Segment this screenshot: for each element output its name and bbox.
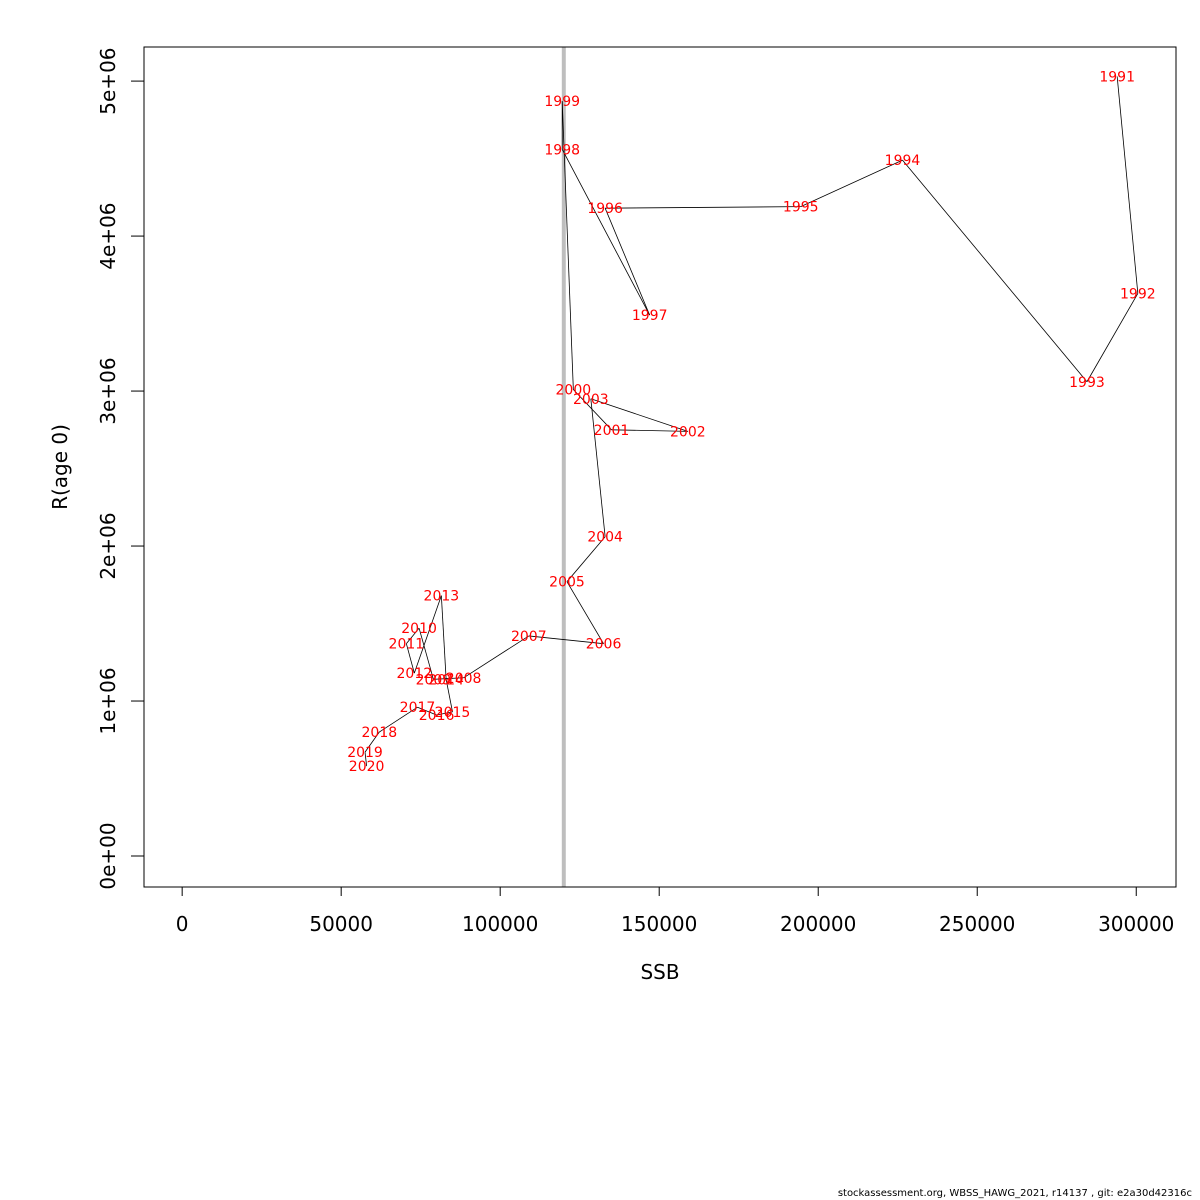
year-label-2005: 2005	[549, 575, 585, 591]
trajectory-segment	[364, 731, 380, 753]
x-tick-label: 150000	[621, 912, 697, 936]
year-label-2007: 2007	[511, 629, 547, 645]
year-label-2015: 2015	[435, 705, 471, 721]
trajectory-segment	[405, 643, 415, 674]
year-label-2003: 2003	[573, 392, 609, 408]
year-label-layer: 1991 1992 1993 1994 1995 1996 1997 1998 1999 2000…	[347, 69, 1155, 775]
y-tick-label: 3e+06	[96, 357, 120, 424]
trajectory-segment	[590, 398, 606, 537]
trajectory-segment	[573, 389, 612, 431]
year-label-1995: 1995	[783, 200, 819, 216]
y-axis: 0e+00 1e+06 2e+06 3e+06 4e+06 5e+06	[96, 47, 145, 890]
trajectory-line-layer	[364, 76, 1139, 767]
year-label-2006: 2006	[586, 637, 622, 653]
trajectory-segment	[364, 752, 368, 767]
trajectory-segment	[528, 635, 604, 645]
year-label-2010: 2010	[401, 621, 437, 637]
trajectory-segment	[605, 206, 801, 209]
year-label-2000: 2000	[556, 383, 592, 399]
x-tick-label: 0	[176, 912, 189, 936]
x-tick-label: 100000	[462, 912, 538, 936]
trajectory-segment	[604, 208, 651, 316]
y-tick-label: 5e+06	[96, 47, 120, 114]
trajectory-segment	[418, 628, 434, 680]
y-axis-title: R(age 0)	[48, 424, 72, 510]
x-axis-title: SSB	[640, 960, 679, 984]
year-label-1993: 1993	[1069, 375, 1105, 391]
trajectory-segment	[566, 581, 604, 644]
trajectory-segment	[1086, 293, 1139, 382]
y-tick-label: 0e+00	[96, 822, 120, 889]
year-label-1999: 1999	[544, 94, 580, 110]
y-tick-label: 4e+06	[96, 202, 120, 269]
year-label-2020: 2020	[349, 759, 385, 775]
year-label-1991: 1991	[1099, 69, 1135, 85]
trajectory-segment	[1116, 76, 1139, 294]
trajectory-segment	[406, 627, 420, 644]
trajectory-segment	[436, 711, 453, 716]
year-label-2011: 2011	[389, 637, 425, 653]
trajectory-segment	[445, 679, 453, 712]
year-label-2002: 2002	[670, 424, 706, 440]
x-tick-label: 200000	[780, 912, 856, 936]
trajectory-segment	[611, 429, 688, 432]
year-label-2004: 2004	[587, 530, 623, 546]
trajectory-segment	[566, 536, 606, 582]
year-label-2014: 2014	[428, 672, 464, 688]
year-label-2008: 2008	[446, 671, 482, 687]
year-label-2017: 2017	[400, 700, 436, 716]
trajectory-segment	[433, 677, 464, 680]
trajectory-segment	[440, 595, 447, 680]
y-tick-label: 1e+06	[96, 667, 120, 734]
trajectory-segment	[590, 398, 688, 432]
year-label-2013: 2013	[424, 589, 460, 605]
trajectory-segment	[561, 101, 574, 390]
year-label-2012: 2012	[397, 666, 433, 682]
footer-credit: stockassessment.org, WBSS_HAWG_2021, r14…	[837, 1188, 1192, 1199]
trajectory-segment	[463, 635, 530, 679]
year-label-1994: 1994	[885, 153, 921, 169]
trajectory-segment	[379, 706, 418, 733]
year-label-1998: 1998	[544, 142, 580, 158]
year-label-1992: 1992	[1120, 286, 1156, 302]
y-tick-label: 2e+06	[96, 512, 120, 579]
year-label-1996: 1996	[587, 201, 623, 217]
trajectory-segment	[561, 149, 651, 316]
year-label-2001: 2001	[594, 423, 630, 439]
year-label-2019: 2019	[347, 745, 383, 761]
trajectory-segment	[902, 159, 1088, 383]
x-tick-label: 50000	[309, 912, 373, 936]
year-label-2018: 2018	[362, 725, 398, 741]
x-axis: 0 50000 100000 150000 200000 250000 300000	[176, 886, 1174, 936]
trajectory-segment	[417, 706, 437, 716]
year-label-1997: 1997	[632, 308, 668, 324]
x-tick-label: 250000	[939, 912, 1015, 936]
trajectory-segment	[413, 595, 442, 674]
trajectory-segment	[800, 159, 903, 207]
x-tick-label: 300000	[1098, 912, 1174, 936]
year-label-2016: 2016	[419, 708, 455, 724]
year-label-2009: 2009	[416, 672, 452, 688]
